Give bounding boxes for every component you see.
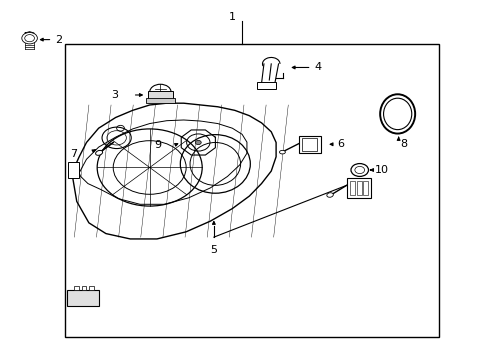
Text: 3: 3	[111, 90, 118, 100]
Text: 4: 4	[313, 63, 321, 72]
Bar	[349, 181, 354, 195]
Bar	[147, 91, 173, 99]
Bar	[301, 138, 317, 151]
Bar	[74, 287, 79, 290]
Ellipse shape	[326, 193, 333, 197]
Ellipse shape	[279, 150, 285, 154]
Text: 2: 2	[55, 35, 62, 45]
Text: 8: 8	[399, 139, 407, 149]
Bar	[256, 82, 276, 89]
Bar	[298, 136, 320, 153]
Text: 6: 6	[336, 139, 343, 149]
Bar	[357, 181, 362, 195]
Circle shape	[116, 125, 124, 131]
Circle shape	[22, 32, 37, 44]
Text: 1: 1	[228, 12, 235, 22]
Text: 10: 10	[374, 165, 388, 175]
Bar	[68, 162, 79, 178]
Bar	[346, 178, 370, 198]
Bar	[145, 98, 175, 103]
Bar	[81, 287, 86, 290]
Text: 5: 5	[210, 245, 217, 255]
Text: 11: 11	[75, 293, 89, 303]
Bar	[363, 181, 367, 195]
Text: 9: 9	[154, 140, 162, 150]
Bar	[89, 287, 94, 290]
Text: 7: 7	[69, 149, 77, 159]
Bar	[67, 290, 99, 306]
Ellipse shape	[95, 150, 102, 155]
Bar	[64, 44, 438, 337]
Circle shape	[195, 140, 201, 145]
